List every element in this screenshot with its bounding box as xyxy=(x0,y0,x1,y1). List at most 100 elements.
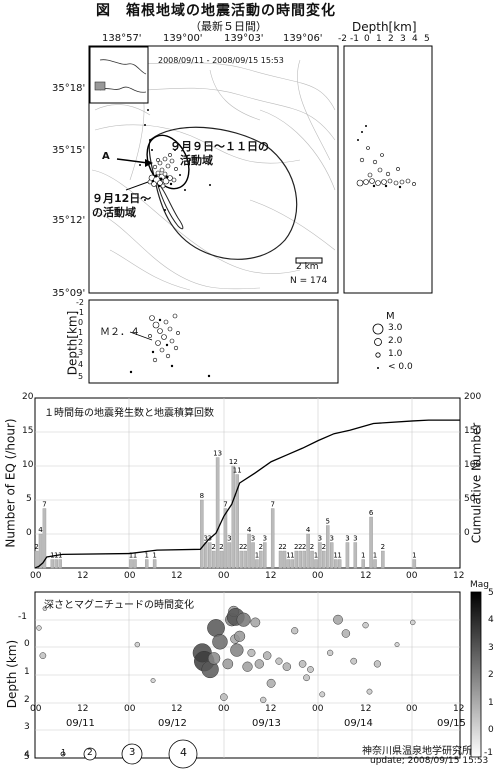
count-chart-title: １時間毎の地震発生数と地震積算回数 xyxy=(44,408,214,419)
bar-value-label: 1 xyxy=(412,552,416,560)
count-bar xyxy=(329,542,334,569)
depth-bottom-ticks: -2 -1 0 1 2 3 4 5 xyxy=(76,298,84,381)
bar-value-label: 13 xyxy=(213,450,222,458)
depth-side-hypocenters xyxy=(356,146,416,187)
quake-point xyxy=(220,693,228,701)
bar-value-label: 3 xyxy=(263,535,267,543)
map-date-range: 2008/09/11 - 2008/09/15 15:53 xyxy=(158,56,284,65)
count-bar xyxy=(314,559,318,569)
bar-value-label: 1 xyxy=(314,552,318,560)
quake-point xyxy=(150,678,156,684)
bar-value-label: 1 xyxy=(333,552,337,560)
count-bar xyxy=(54,559,58,569)
bar-value-label: 2 xyxy=(302,543,306,551)
count-bar xyxy=(235,474,239,569)
size-legend-symbols xyxy=(60,739,198,769)
colorbar-ticks: 5 4 3 2 1 0 -1 xyxy=(484,588,494,758)
count-bar xyxy=(243,550,247,569)
quake-point xyxy=(42,606,48,611)
count-bar xyxy=(34,550,39,569)
quake-point xyxy=(207,619,225,637)
count-bar xyxy=(282,550,287,569)
bar-value-label: 1 xyxy=(129,552,133,560)
quake-point xyxy=(307,666,314,673)
bar-value-label: 2 xyxy=(259,543,263,551)
count-bar xyxy=(129,559,133,569)
quake-point xyxy=(350,657,358,665)
mag-legend-item: 3.0 xyxy=(388,323,403,333)
count-bar xyxy=(42,508,47,569)
quake-point xyxy=(260,696,267,704)
lon-tick-label: 139°00' xyxy=(163,33,203,44)
count-bar xyxy=(381,550,385,569)
quake-point xyxy=(341,629,351,638)
depth-side-frame xyxy=(343,45,433,294)
count-bar xyxy=(263,542,267,569)
bar-value-label: 4 xyxy=(38,526,43,534)
bar-value-label: 1 xyxy=(373,552,377,560)
bar-value-label: 1 xyxy=(58,552,62,560)
count-bar xyxy=(302,550,306,569)
depth-chart-ylabel: Depth (km) xyxy=(5,639,20,709)
mag-colorbar xyxy=(470,591,482,758)
count-bar xyxy=(412,559,417,569)
bar-value-label: 2 xyxy=(381,543,385,551)
bar-value-label: 2 xyxy=(219,543,223,551)
scale-bar xyxy=(295,257,323,264)
count-bar xyxy=(145,559,149,569)
count-bar xyxy=(326,525,330,569)
event-count: N = 174 xyxy=(290,276,328,286)
quake-point xyxy=(319,691,326,698)
size-legend-label: 2 xyxy=(87,748,93,758)
bar-value-label: 4 xyxy=(247,526,252,534)
quake-point xyxy=(262,651,272,660)
count-bar xyxy=(322,550,326,569)
count-bar xyxy=(152,559,157,569)
count-bar xyxy=(211,550,216,569)
quake-point xyxy=(327,649,334,656)
count-bar xyxy=(200,499,204,569)
colorbar-label: Mag xyxy=(470,580,489,590)
mag-legend-item: < 0.0 xyxy=(388,362,413,372)
depth-chart-title: 深さとマグニチュードの時間変化 xyxy=(44,600,194,611)
bar-value-label: 3 xyxy=(204,535,208,543)
mag-annotation: Ｍ２．４ xyxy=(100,327,140,338)
quake-point xyxy=(282,662,292,671)
depth-chart-xtick-labels: 00 12 00 12 00 12 00 12 00 12 xyxy=(30,704,465,714)
bar-value-label: 8 xyxy=(200,492,204,500)
mag-legend-title: M xyxy=(386,311,395,322)
quake-point xyxy=(266,678,276,688)
bar-value-label: 3 xyxy=(329,535,333,543)
count-bar xyxy=(337,559,342,569)
count-bar xyxy=(361,559,365,569)
bar-value-label: 2 xyxy=(322,543,326,551)
bar-value-label: 1 xyxy=(152,552,156,560)
activity-area-ellipse xyxy=(146,134,190,190)
quake-point xyxy=(275,657,283,665)
lat-tick-label: 35°18' xyxy=(52,83,86,94)
cumulative-line xyxy=(34,419,460,569)
quake-point xyxy=(207,652,221,665)
depth-bottom-frame xyxy=(88,299,339,384)
count-bar xyxy=(278,550,283,569)
count-bar xyxy=(204,542,208,569)
bar-value-label: 3 xyxy=(353,535,357,543)
bar-value-label: 1 xyxy=(290,552,294,560)
depth-chart-ytick-bottom: 5 xyxy=(24,752,30,762)
count-bar xyxy=(270,508,275,569)
bar-value-label: 3 xyxy=(251,535,255,543)
depth-chart-marks xyxy=(36,605,416,704)
arrow-a xyxy=(116,158,149,164)
size-legend-label: 1 xyxy=(61,748,67,757)
bar-value-label: 2 xyxy=(239,543,243,551)
count-bar xyxy=(231,465,236,569)
count-bar xyxy=(207,542,212,569)
count-bar xyxy=(38,533,43,569)
count-bar xyxy=(306,533,310,569)
quake-point xyxy=(410,619,416,626)
bar-value-label: 11 xyxy=(233,467,242,475)
bar-value-label: 1 xyxy=(255,552,259,560)
size-legend-label: 4 xyxy=(180,746,187,759)
